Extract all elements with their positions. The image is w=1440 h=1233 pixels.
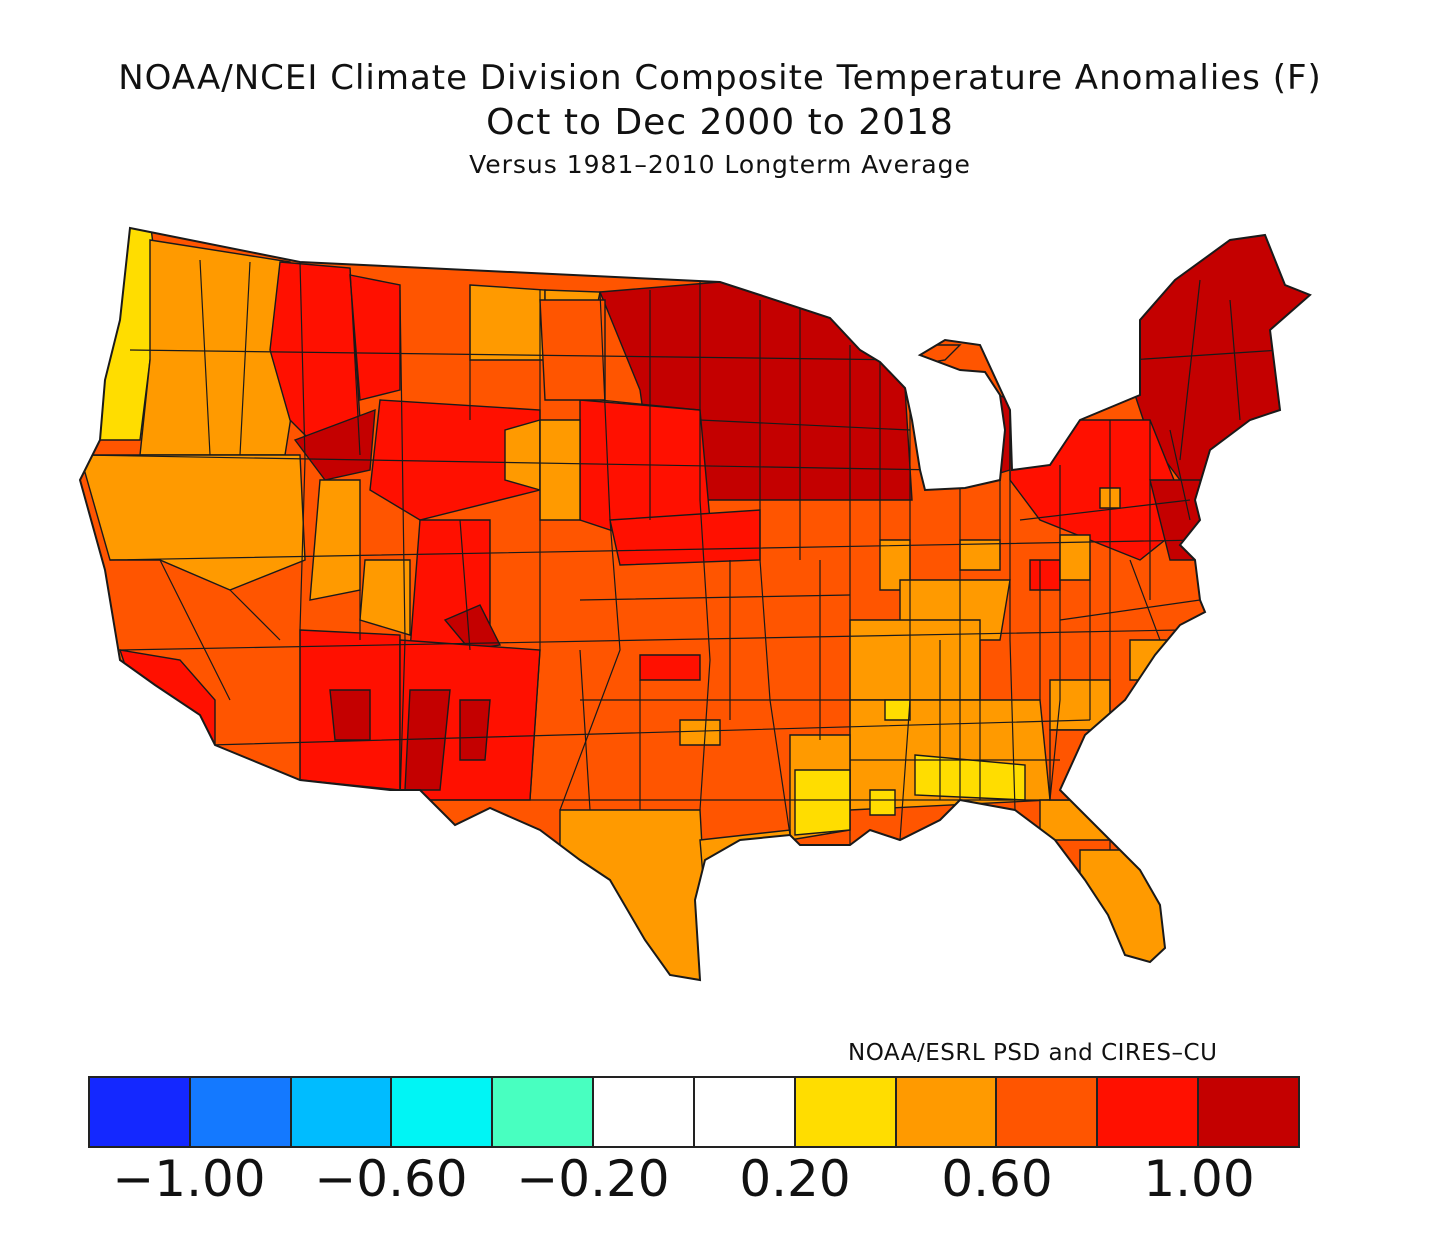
division-lines-d [579,349,1281,761]
legend-tick-label: −0.20 [516,1150,670,1208]
division-la-south [794,769,851,836]
legend-swatch [1199,1078,1298,1146]
legend-tick-label: −1.00 [112,1150,266,1208]
division-idaho-south [293,408,376,481]
map-subtitle: Oct to Dec 2000 to 2018 [486,102,954,143]
division-ut-south [359,559,411,636]
legend-swatch [795,1078,897,1146]
map-title: NOAA/NCEI Climate Division Composite Tem… [118,58,1322,98]
legend-swatch [493,1078,595,1146]
legend-tick-label: −0.60 [314,1150,468,1208]
legend-swatch [1098,1078,1200,1146]
map-baseline-note: Versus 1981–2010 Longterm Average [469,150,971,179]
division-co-san-juan [443,604,502,651]
legend-swatch [896,1078,998,1146]
state-border-east [959,420,1151,850]
state-border-rows [80,349,1201,801]
color-legend-bar [88,1076,1300,1148]
division-ms-north [884,699,911,721]
division-lines-b [159,519,821,811]
division-nm-central [404,689,451,791]
division-nm-east [459,699,491,761]
legend-swatch [291,1078,393,1146]
division-carolinas [1129,639,1181,681]
division-wy [369,399,541,521]
legend-tick-label: 0.20 [739,1150,851,1208]
us-climate-division-map [78,226,1312,982]
legend-swatch [90,1078,191,1146]
state-border-central [699,282,911,845]
division-ks-ok [639,654,701,681]
division-fl-peninsula [1079,849,1171,971]
division-wy-east [504,419,541,491]
division-nd-west [539,299,606,401]
division-mt-central [469,284,546,361]
division-az-central [329,689,371,741]
legend-swatch [694,1078,796,1146]
legend-swatch [594,1078,695,1146]
data-credit: NOAA/ESRL PSD and CIRES–CU [848,1040,1218,1066]
us-outline [78,226,1312,982]
legend-swatch [190,1078,292,1146]
division-tx-south [559,809,711,980]
division-ga [1049,729,1111,801]
division-mt-west [349,274,401,401]
division-tx-central [679,719,721,746]
legend-tick-label: 0.60 [941,1150,1053,1208]
state-border-west [299,261,621,811]
division-ms-south [869,789,896,816]
legend-swatch [392,1078,494,1146]
division-wv [1029,559,1061,591]
division-wy-ne [539,419,581,521]
division-lines-c [939,279,1241,800]
legend-swatch [997,1078,1099,1146]
division-ne-south [609,509,761,566]
legend-tick-label: 1.00 [1143,1150,1255,1208]
